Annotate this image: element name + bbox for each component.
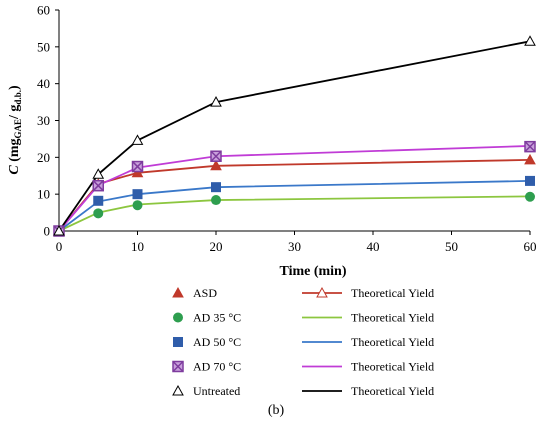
axes: 0 10 20 30 40 50 60 0 10 20 30 40 50 60 <box>37 3 537 255</box>
legend-line-label-5: Theoretical Yield <box>351 384 434 398</box>
x-tick-label: 30 <box>288 239 301 254</box>
legend-label-5: Untreated <box>193 384 240 398</box>
y-tick-label: 0 <box>44 224 51 239</box>
data-point-2-3 <box>132 200 143 211</box>
x-tick-label: 20 <box>210 239 223 254</box>
x-tick-label: 50 <box>445 239 458 254</box>
legend-line-label-2: Theoretical Yield <box>351 311 434 325</box>
legend-line-label-1: Theoretical Yield <box>351 286 434 300</box>
data-point-4-2 <box>92 179 104 192</box>
marker-cross-b <box>92 180 104 192</box>
legend-line-label-3: Theoretical Yield <box>351 335 434 349</box>
data-point-4-5 <box>524 140 536 153</box>
legend: ASD Theoretical Yield AD 35 °C Theoretical … <box>172 286 434 398</box>
theoretical-yield-line-2 <box>58 195 531 232</box>
data-point-4-3 <box>131 160 144 173</box>
data-point-5-4 <box>210 96 222 107</box>
data-point-2-2 <box>93 208 104 219</box>
x-axis-label: Time (min) <box>279 264 346 279</box>
legend-marker-2 <box>173 312 183 323</box>
figure-caption: (b) <box>268 403 285 418</box>
data-point-5-5 <box>524 35 536 46</box>
y-axis-label: C (mgGAE/ gd.b.) <box>7 85 23 175</box>
legend-label-4: AD 70 °C <box>193 360 241 374</box>
y-axis-label-main: C <box>7 165 22 175</box>
series-markers <box>53 35 536 237</box>
y-axis-label-unit-open: (mg <box>7 138 22 165</box>
data-point-3-5 <box>525 175 535 186</box>
y-tick-label: 50 <box>37 39 50 54</box>
legend-label-1: ASD <box>193 286 217 300</box>
y-tick-label: 40 <box>37 76 50 91</box>
series-lines <box>58 40 531 232</box>
data-point-3-2 <box>93 195 104 206</box>
marker-cross-b <box>172 360 184 373</box>
legend-marker-1 <box>172 286 184 298</box>
legend-marker-3 <box>173 337 183 347</box>
legend-line-label-4: Theoretical Yield <box>351 360 434 374</box>
legend-marker-4 <box>172 360 184 373</box>
marker-cross-b <box>131 161 144 173</box>
legend-line-marker-1 <box>316 286 328 298</box>
marker-cross-b <box>524 141 536 153</box>
y-tick-label: 30 <box>37 113 50 128</box>
y-tick-label: 10 <box>37 187 50 202</box>
y-axis-label-unit-close: ) <box>7 85 22 90</box>
x-tick-label: 10 <box>131 239 144 254</box>
y-axis-label-sub1: GAE <box>13 119 23 139</box>
data-point-3-4 <box>211 182 221 193</box>
y-axis-label-unit-mid: / g <box>7 105 22 120</box>
data-point-3-3 <box>132 189 143 200</box>
data-point-2-5 <box>525 191 535 202</box>
theoretical-yield-line-4 <box>58 145 531 232</box>
x-tick-label: 60 <box>524 239 537 254</box>
data-point-4-4 <box>210 150 222 162</box>
x-tick-label: 0 <box>56 239 63 254</box>
legend-marker-5 <box>172 384 184 396</box>
legend-label-2: AD 35 °C <box>193 311 241 325</box>
y-tick-label: 20 <box>37 150 50 165</box>
data-point-1-3 <box>131 166 144 178</box>
legend-label-3: AD 50 °C <box>193 335 241 349</box>
x-tick-label: 40 <box>367 239 380 254</box>
data-point-2-4 <box>211 195 221 206</box>
marker-cross-b <box>210 150 222 162</box>
data-point-1-4 <box>210 159 222 171</box>
theoretical-yield-line-5 <box>58 40 531 232</box>
data-point-5-3 <box>131 134 144 145</box>
data-point-5-2 <box>92 168 105 179</box>
data-point-1-5 <box>524 153 536 165</box>
y-axis-label-sub2: d.b. <box>13 90 23 105</box>
data-point-5-1 <box>53 224 65 236</box>
y-tick-label: 60 <box>37 3 50 18</box>
